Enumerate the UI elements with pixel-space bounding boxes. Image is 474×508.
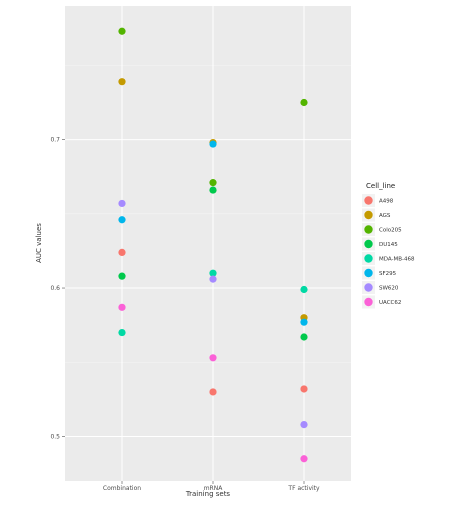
- y-tick-label: 0.5: [50, 433, 60, 440]
- legend-swatch: [364, 254, 373, 263]
- data-point: Colo205 — Combination: 0.773: [118, 27, 126, 35]
- grid-minor: [65, 65, 351, 363]
- legend-swatch: [364, 283, 373, 292]
- data-point: AGS — Combination: 0.739: [118, 78, 126, 86]
- x-axis-ticks: Combination mRNA TF activity: [103, 481, 320, 492]
- legend-swatch: [364, 268, 373, 278]
- data-point: DU145 — Combination: 0.608: [118, 272, 126, 280]
- data-point: Colo205 — TF activity: 0.725: [300, 98, 308, 107]
- data-points: A498 — Combination: 0.624 A498 — mRNA: 0.…: [118, 27, 308, 463]
- legend-label: AGS: [379, 213, 391, 219]
- data-point: A498 — TF activity: 0.532: [300, 385, 308, 393]
- y-tick-label: 0.7: [50, 137, 60, 144]
- y-axis-label: AUC values: [35, 223, 43, 263]
- legend-swatch: [364, 210, 373, 220]
- legend-label: SF295: [379, 271, 397, 277]
- data-point: MDA-MB-468 — TF activity: 0.599: [300, 285, 308, 294]
- data-point: MDA-MB-468 — mRNA: 0.61: [209, 269, 217, 277]
- legend-label: MDA-MB-468: [379, 257, 415, 263]
- y-axis-ticks: 0.5 0.6 0.7: [50, 137, 65, 440]
- data-point: SF295 — TF activity: 0.577: [300, 318, 308, 326]
- legend-label: A498: [379, 199, 394, 205]
- data-point: SW620 — mRNA: 0.606: [209, 275, 217, 283]
- legend-label: SW620: [379, 286, 399, 292]
- data-point: SF295 — Combination: 0.646: [118, 216, 126, 224]
- x-tick-label: Combination: [103, 485, 141, 492]
- x-tick-label: mRNA: [204, 485, 224, 492]
- legend-title: Cell_line: [366, 182, 395, 190]
- data-point: SW620 — Combination: 0.657: [118, 199, 126, 208]
- legend-label: DU145: [379, 242, 398, 248]
- data-point: UACC62 — mRNA: 0.553: [209, 354, 217, 362]
- data-point: SW620 — TF activity: 0.508: [300, 420, 308, 429]
- legend-swatch: [364, 297, 373, 307]
- x-axis-label: Training sets: [185, 490, 231, 498]
- data-point: A498 — mRNA: 0.53: [209, 388, 217, 396]
- y-tick-label: 0.6: [50, 285, 60, 292]
- legend-swatch: [364, 239, 373, 249]
- data-point: UACC62 — TF activity: 0.485: [300, 455, 308, 463]
- data-point: SF295 — mRNA: 0.697: [209, 140, 217, 148]
- data-point: MDA-MB-468 — Combination: 0.57: [118, 328, 126, 337]
- legend-swatch: [364, 225, 373, 234]
- data-point: UACC62 — Combination: 0.587: [118, 303, 126, 311]
- legend: Cell_line A498 AGS Colo205 DU145 MDA-MB-468 S…: [362, 182, 415, 309]
- legend-label: Colo205: [379, 228, 402, 234]
- data-point: DU145 — mRNA: 0.666: [209, 186, 217, 194]
- data-point: A498 — Combination: 0.624: [118, 248, 126, 257]
- legend-label: UACC62: [379, 300, 401, 306]
- legend-items: A498 AGS Colo205 DU145 MDA-MB-468 SF295 SW620 U…: [362, 194, 415, 309]
- plot-panel: [65, 6, 351, 481]
- data-point: DU145 — TF activity: 0.567: [300, 333, 308, 341]
- data-point: Colo205 — mRNA: 0.671: [209, 179, 217, 187]
- legend-swatch: [364, 196, 373, 205]
- x-tick-label: TF activity: [287, 485, 320, 492]
